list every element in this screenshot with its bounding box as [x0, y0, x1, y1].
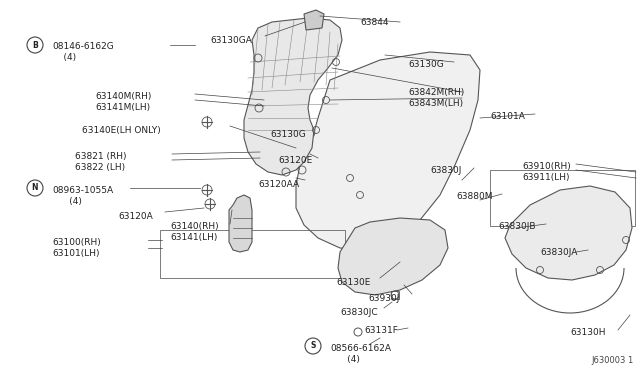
Text: 63140(RH)
63141(LH): 63140(RH) 63141(LH)	[170, 222, 219, 242]
Text: 63830JB: 63830JB	[498, 222, 536, 231]
Text: 63131F: 63131F	[364, 326, 398, 335]
Text: 08566-6162A
      (4): 08566-6162A (4)	[330, 344, 391, 364]
Text: 63930J: 63930J	[368, 294, 399, 303]
Polygon shape	[304, 10, 324, 30]
Text: 63130G: 63130G	[270, 130, 306, 139]
Text: 63821 (RH)
63822 (LH): 63821 (RH) 63822 (LH)	[75, 152, 127, 172]
Polygon shape	[229, 195, 252, 252]
Text: 63130GA: 63130GA	[210, 36, 252, 45]
Text: 63140E(LH ONLY): 63140E(LH ONLY)	[82, 126, 161, 135]
Text: 08963-1055A
      (4): 08963-1055A (4)	[52, 186, 113, 206]
Text: 63101A: 63101A	[490, 112, 525, 121]
Text: 63120A: 63120A	[118, 212, 153, 221]
Bar	[490, 170, 635, 226]
Text: 63130E: 63130E	[336, 278, 371, 287]
Text: 63120AA: 63120AA	[258, 180, 299, 189]
Bar	[391, 291, 399, 299]
Text: 63830JC: 63830JC	[340, 308, 378, 317]
Text: 63120E: 63120E	[278, 156, 312, 165]
Polygon shape	[505, 186, 632, 280]
Text: B: B	[32, 41, 38, 49]
Text: 63844: 63844	[360, 18, 388, 27]
Text: 63100(RH)
63101(LH): 63100(RH) 63101(LH)	[52, 238, 100, 258]
Text: 63880M: 63880M	[456, 192, 493, 201]
Text: 63140M(RH)
63141M(LH): 63140M(RH) 63141M(LH)	[95, 92, 152, 112]
Text: 63830J: 63830J	[430, 166, 461, 175]
Bar	[160, 230, 345, 278]
Text: 63130G: 63130G	[408, 60, 444, 69]
Text: 63842M(RH)
63843M(LH): 63842M(RH) 63843M(LH)	[408, 88, 464, 108]
Text: N: N	[32, 183, 38, 192]
Text: J630003 1: J630003 1	[592, 356, 634, 365]
Text: S: S	[310, 341, 316, 350]
Text: 63130H: 63130H	[570, 328, 605, 337]
Polygon shape	[296, 52, 480, 250]
Text: 08146-6162G
    (4): 08146-6162G (4)	[52, 42, 114, 62]
Text: 63910(RH)
63911(LH): 63910(RH) 63911(LH)	[522, 162, 571, 182]
Polygon shape	[338, 218, 448, 295]
Polygon shape	[244, 18, 342, 175]
Text: 63830JA: 63830JA	[540, 248, 577, 257]
